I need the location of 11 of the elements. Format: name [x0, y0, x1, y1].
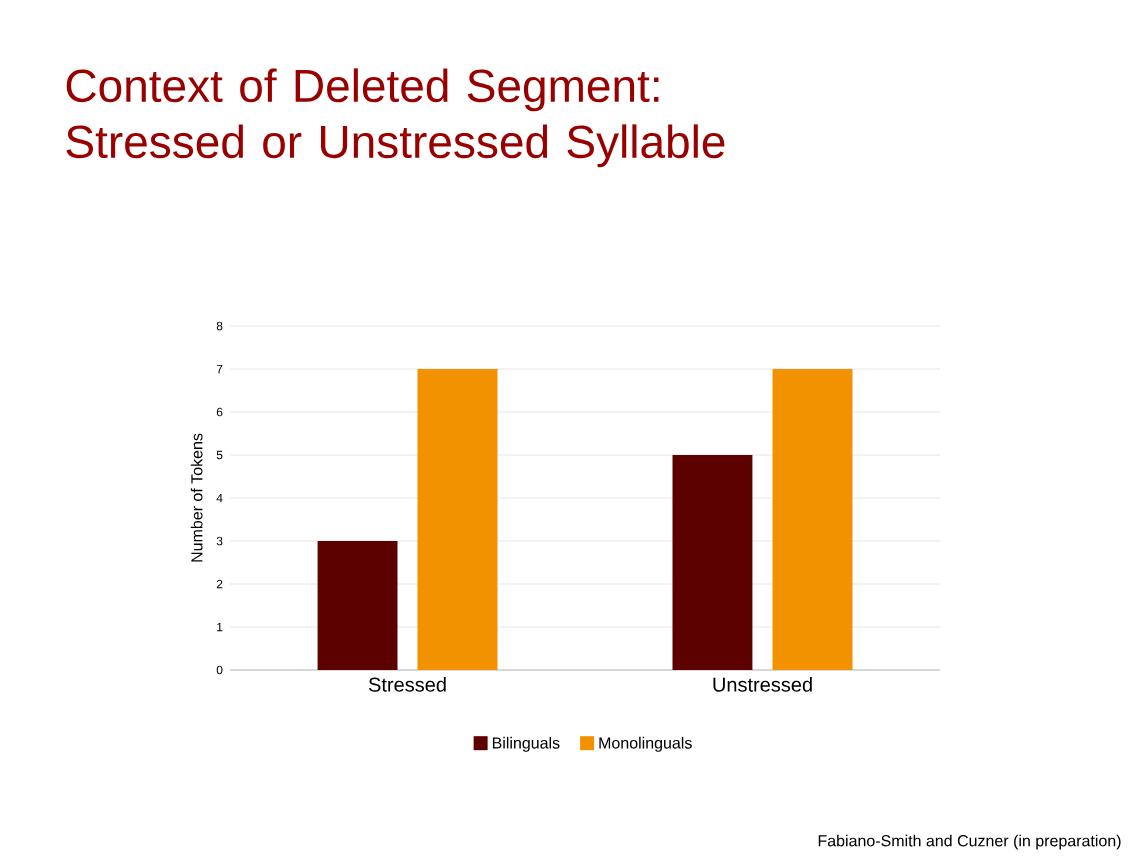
text: Fabiano-Smith and Cuzner (in preparation) [818, 834, 1121, 850]
bar [672, 455, 753, 670]
x-tick-label: Stressed [368, 677, 446, 692]
bar [417, 369, 498, 670]
legend-label: Monolinguals [599, 736, 692, 752]
y-axis-title: Number of Tokens [190, 433, 203, 562]
bar [772, 369, 853, 670]
legend-label: Bilinguals [492, 736, 560, 752]
bar [317, 541, 398, 670]
x-tick-label: Unstressed [713, 677, 812, 692]
chart-title: Context of Deleted Segment: Stressed or Unstressed Syllable [66, 68, 725, 168]
